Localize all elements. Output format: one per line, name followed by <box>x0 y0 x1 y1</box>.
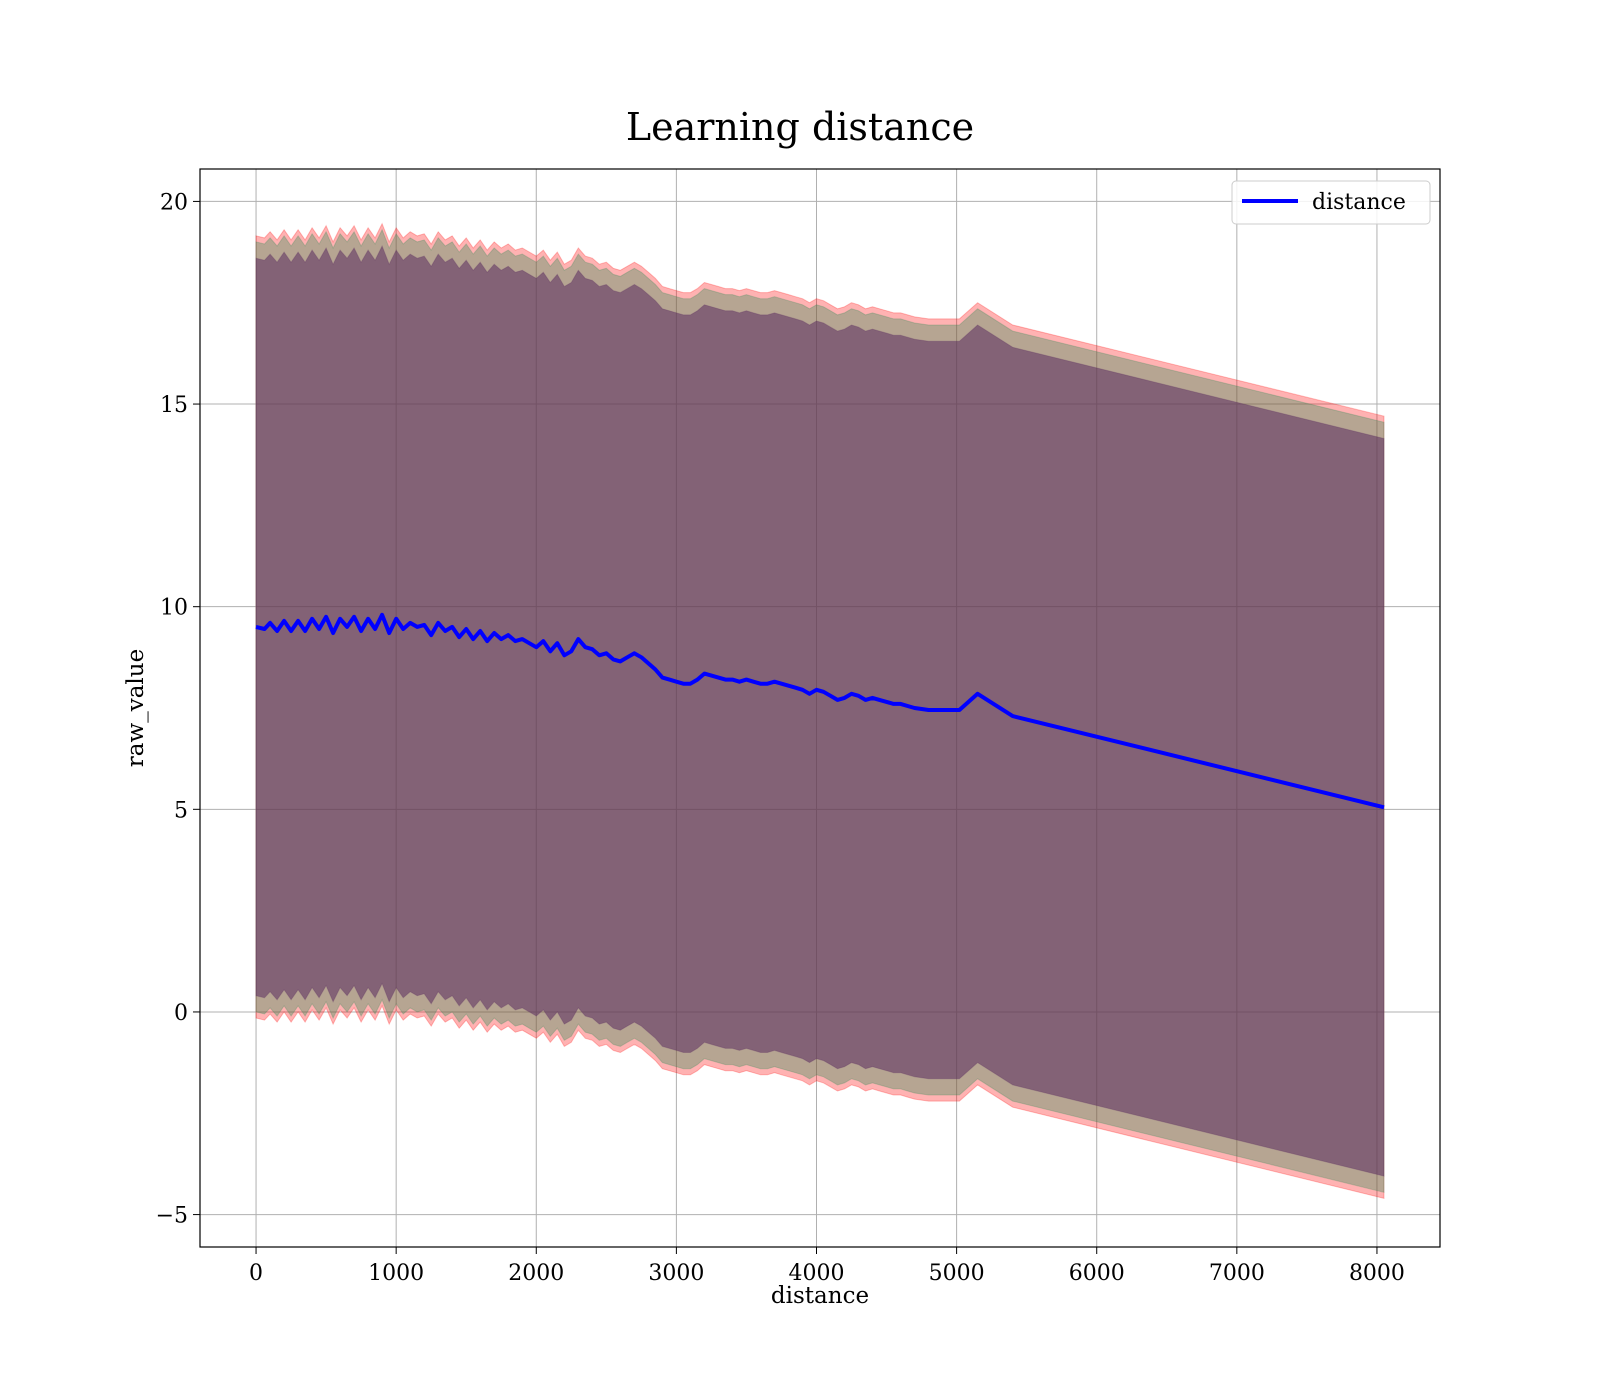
y-tick-label: 15 <box>160 393 188 418</box>
y-tick-label: 5 <box>174 798 188 823</box>
legend-label: distance <box>1312 190 1406 215</box>
x-tick-label: 8000 <box>1349 1261 1405 1286</box>
series-line-distance <box>255 612 1385 810</box>
x-tick-label: 1000 <box>368 1261 424 1286</box>
y-tick-label: 0 <box>174 1001 188 1026</box>
x-ticks: 0 1000 2000 3000 4000 5000 6000 7000 8000 <box>249 1247 1405 1286</box>
x-tick-label: 3000 <box>648 1261 704 1286</box>
x-tick-label: 7000 <box>1209 1261 1265 1286</box>
x-tick-label: 4000 <box>788 1261 844 1286</box>
chart-title: Learning distance <box>626 105 974 149</box>
confidence-band-3 <box>255 244 1385 1177</box>
plot-frame <box>199 168 1441 1248</box>
x-tick-label: 0 <box>249 1261 263 1286</box>
legend: distance <box>1231 180 1431 225</box>
series-layer <box>255 612 1385 810</box>
x-axis-label: distance <box>771 1283 869 1309</box>
x-tick-label: 6000 <box>1069 1261 1125 1286</box>
x-tick-label: 2000 <box>508 1261 564 1286</box>
bands-layer <box>255 222 1385 1200</box>
y-tick-label: 10 <box>160 596 188 621</box>
y-tick-label: −5 <box>156 1204 188 1229</box>
y-ticks: −5 0 5 10 15 20 <box>156 190 200 1229</box>
y-axis-label: raw_value <box>123 649 149 767</box>
x-tick-label: 5000 <box>929 1261 985 1286</box>
legend-box <box>1231 180 1431 225</box>
y-tick-label: 20 <box>160 190 188 215</box>
